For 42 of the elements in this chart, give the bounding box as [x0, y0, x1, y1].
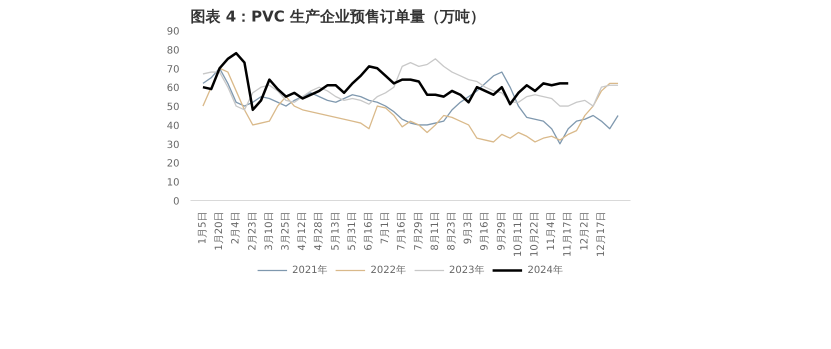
- x-tick-label: 11月17日: [562, 211, 574, 257]
- x-tick-label: 7月16日: [396, 211, 408, 251]
- x-tick-label: 1月5日: [197, 211, 208, 244]
- y-tick-label: 70: [166, 64, 180, 76]
- x-tick-label: 7月29日: [413, 211, 424, 251]
- x-tick-label: 12月2日: [579, 211, 590, 251]
- legend-label: 2022年: [370, 264, 406, 277]
- y-tick-label: 10: [166, 178, 180, 189]
- y-tick-label: 80: [166, 45, 180, 56]
- x-tick-label: 4月12日: [297, 211, 308, 251]
- x-tick-label: 9月16日: [480, 211, 491, 251]
- chart-title: 图表 4：PVC 生产企业预售订单量（万吨）: [190, 8, 485, 26]
- legend-label: 2023年: [449, 264, 484, 277]
- x-tick-label: 5月31日: [346, 211, 358, 251]
- legend-label: 2021年: [292, 264, 328, 277]
- x-tick-label: 9月29日: [496, 211, 508, 251]
- x-tick-label: 10月11日: [512, 211, 524, 257]
- x-tick-label: 10月22日: [530, 211, 541, 257]
- x-tick-label: 8月23日: [446, 211, 458, 251]
- x-tick-label: 1月20日: [214, 211, 226, 251]
- y-tick-label: 30: [166, 140, 180, 151]
- x-tick-label: 12月17日: [596, 211, 607, 257]
- y-tick-label: 50: [166, 102, 180, 114]
- x-tick-label: 9月3日: [463, 211, 474, 244]
- legend-label: 2024年: [527, 264, 563, 277]
- line-series: [202, 52, 570, 112]
- y-tick-label: 40: [166, 120, 180, 132]
- line-series: [202, 58, 619, 110]
- y-tick-label: 60: [166, 83, 180, 94]
- x-tick-label: 3月25日: [280, 211, 292, 251]
- x-tick-label: 2月23日: [247, 211, 258, 251]
- x-tick-label: 6月16日: [363, 211, 374, 251]
- y-tick-label: 90: [166, 26, 180, 38]
- y-tick-label: 0: [173, 196, 180, 208]
- x-tick-label: 3月10日: [264, 211, 275, 251]
- y-tick-label: 20: [166, 158, 180, 170]
- x-tick-label: 8月11日: [430, 211, 441, 251]
- x-tick-label: 4月28日: [314, 211, 325, 251]
- x-tick-label: 2月4日: [230, 211, 242, 244]
- x-tick-label: 5月13日: [330, 211, 342, 251]
- x-tick-label: 7月1日: [380, 211, 392, 244]
- x-tick-label: 11月4日: [546, 211, 558, 251]
